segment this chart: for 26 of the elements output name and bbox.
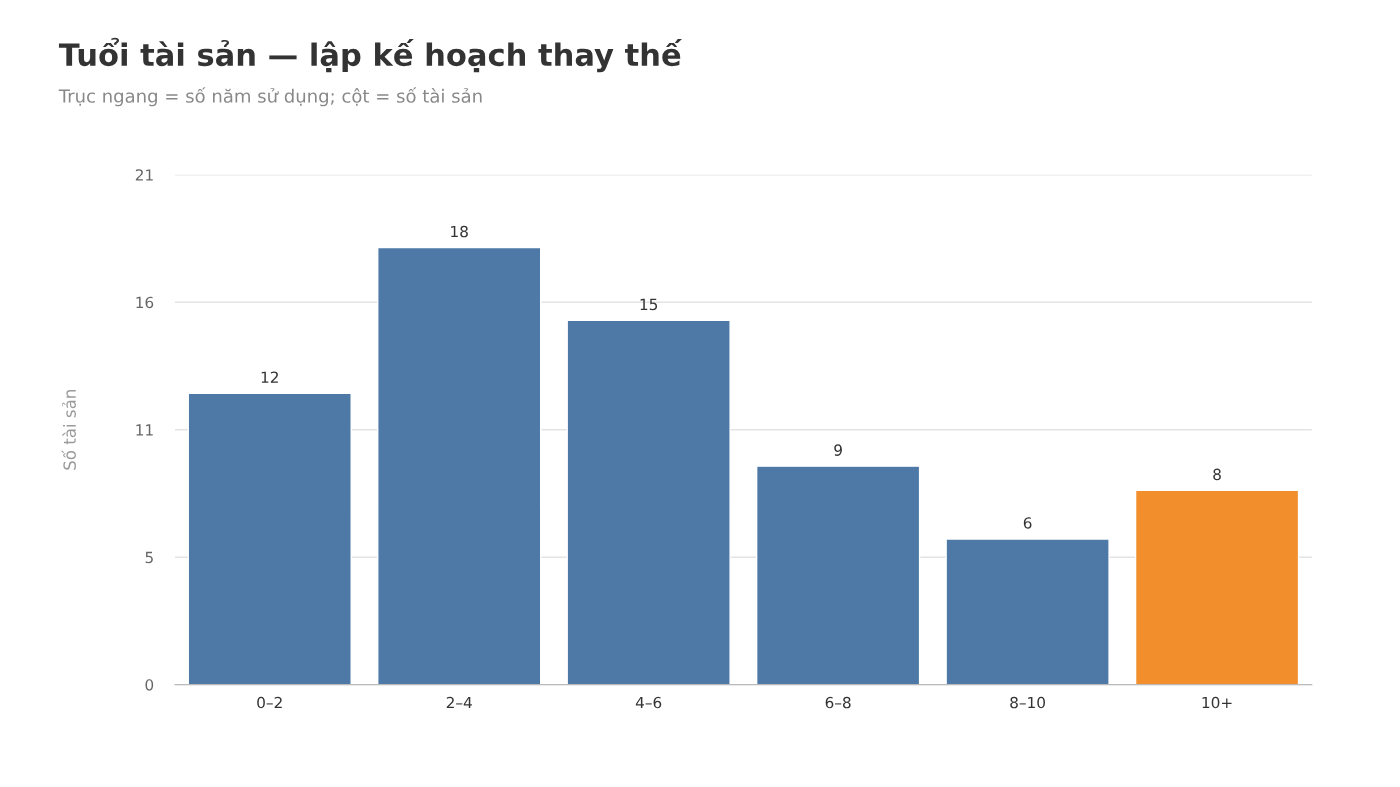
data-label: 15 [640, 298, 658, 311]
y-tick-label: 11 [136, 424, 153, 436]
x-tick-label: 4–6 [635, 696, 662, 709]
x-tick-label: 0–2 [257, 696, 282, 709]
data-label: 6 [1023, 517, 1032, 529]
x-tick-label: 2–4 [446, 696, 472, 709]
y-axis-title: Số tài sản [61, 390, 76, 470]
x-tick-label: 6–8 [825, 696, 851, 709]
data-label: 12 [261, 371, 278, 383]
bar [755, 465, 921, 685]
x-tick-label: 8–10 [1010, 696, 1045, 709]
y-tick-label: 5 [145, 551, 153, 564]
data-label: 18 [451, 225, 468, 238]
bar [945, 538, 1110, 685]
chart-subtitle: Trục ngang = số năm sử dụng; cột = số tài sản [58, 87, 482, 107]
x-tick-label: 10+ [1202, 696, 1232, 709]
bar [1134, 489, 1300, 685]
y-tick-label: 0 [145, 679, 154, 691]
chart-title: Tuổi tài sản — lập kế hoạch thay thế [58, 37, 682, 73]
bar [377, 246, 542, 685]
y-tick-label: 16 [136, 296, 154, 309]
data-label: 8 [1213, 468, 1221, 481]
bar [187, 392, 352, 685]
y-tick-label: 21 [135, 169, 153, 181]
data-label: 9 [834, 444, 842, 456]
bar [566, 319, 731, 685]
